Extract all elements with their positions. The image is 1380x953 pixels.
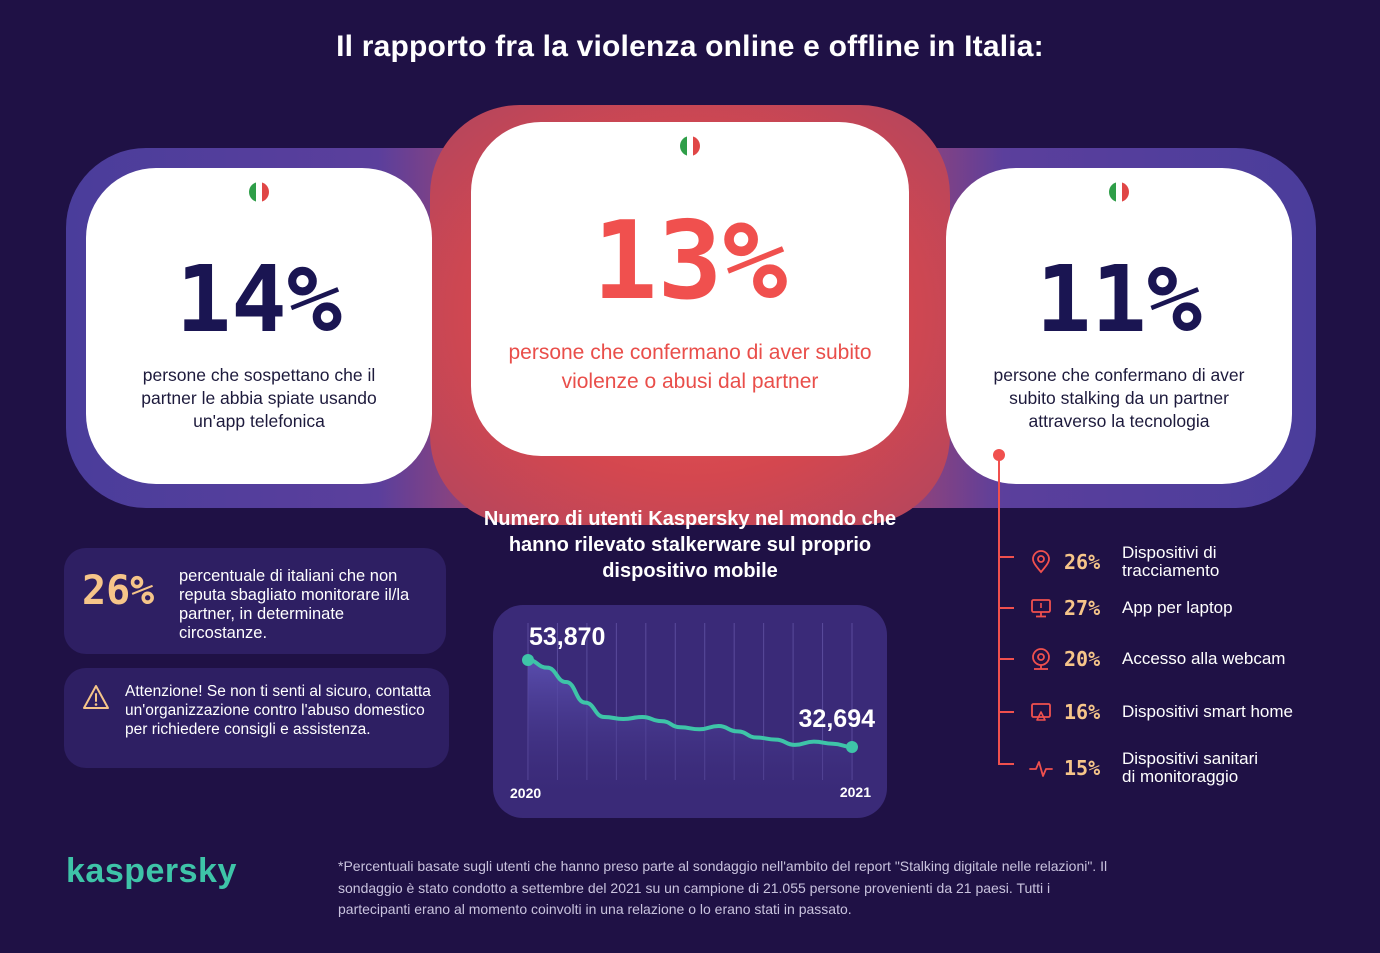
chart-title: Numero di utenti Kaspersky nel mondo che… (483, 508, 897, 582)
stat-box-value: 26% (82, 568, 155, 614)
warning-text: Attenzione! Se non ti senti al sicuro, c… (125, 683, 431, 738)
list-tick (998, 658, 1014, 660)
webcam-icon (1028, 646, 1054, 672)
feature-item: 26% Dispositivi di tracciamento (1028, 544, 1242, 580)
feature-value: 15% (1064, 756, 1101, 780)
chart-end-value-label: 32,694 (799, 705, 876, 733)
stat-box-text: percentuale di italiani che non reputa s… (179, 567, 410, 642)
stat-value: 13% (592, 199, 788, 324)
chart-series-line (526, 658, 854, 749)
chart-area (528, 660, 852, 795)
feature-value: 26% (1064, 550, 1101, 574)
stat-description: persone che confermano di aver subito vi… (508, 341, 872, 393)
list-connector-line (998, 455, 1000, 765)
footnote: *Percentuali basate sugli utenti che han… (338, 858, 1108, 917)
page-title: Il rapporto fra la violenza online e off… (336, 30, 1044, 63)
stat-card-right: 11% persone che confermano di aver subit… (946, 168, 1292, 484)
chart-x-end-label: 2021 (840, 784, 871, 800)
feature-value: 27% (1064, 596, 1101, 620)
italy-flag-icon (1109, 182, 1129, 202)
feature-item: 20% Accesso alla webcam (1028, 646, 1322, 672)
warning-icon (83, 685, 109, 709)
feature-item: 27% App per laptop (1028, 595, 1322, 621)
list-end-tick (998, 763, 1014, 765)
smart-home-icon (1028, 699, 1054, 725)
italy-flag-icon (680, 136, 700, 156)
kaspersky-logo: kaspersky (66, 852, 237, 890)
chart-start-value-label: 53,870 (529, 623, 605, 651)
chart-start-point (522, 654, 534, 666)
heartbeat-icon (1028, 755, 1054, 781)
list-tick (998, 607, 1014, 609)
feature-label: Dispositivi sanitari di monitoraggio (1122, 749, 1259, 786)
stat-card-left: 14% persone che sospettano che il partne… (86, 168, 432, 484)
feature-label: Dispositivi di tracciamento (1122, 543, 1220, 580)
chart-x-start-label: 2020 (510, 785, 541, 801)
laptop-icon (1028, 595, 1054, 621)
feature-item: 16% Dispositivi smart home (1028, 699, 1322, 725)
feature-label: Accesso alla webcam (1122, 649, 1286, 668)
list-tick (998, 556, 1014, 558)
feature-label: Dispositivi smart home (1122, 702, 1293, 721)
italy-flag-icon (249, 182, 269, 202)
stalkerware-chart: 53,870 32,694 2020 2021 (493, 605, 887, 818)
feature-item: 15% Dispositivi sanitari di monitoraggio (1028, 750, 1272, 786)
chart-svg: 53,870 32,694 2020 2021 (510, 623, 876, 801)
stat-value: 14% (175, 246, 343, 353)
feature-value: 20% (1064, 647, 1101, 671)
stat-card-center: 13% persone che confermano di aver subit… (471, 122, 909, 456)
stat-description: persone che sospettano che il partner le… (141, 365, 377, 431)
stat-description: persone che confermano di aver subito st… (993, 365, 1245, 431)
warning-box: Attenzione! Se non ti senti al sicuro, c… (64, 668, 449, 768)
feature-value: 16% (1064, 700, 1101, 724)
feature-label: App per laptop (1122, 598, 1233, 617)
list-tick (998, 711, 1014, 713)
location-pin-icon (1028, 549, 1054, 575)
chart-end-point (846, 741, 858, 753)
stat-box-26: 26% percentuale di italiani che non repu… (64, 548, 446, 654)
stat-value: 11% (1035, 246, 1203, 353)
